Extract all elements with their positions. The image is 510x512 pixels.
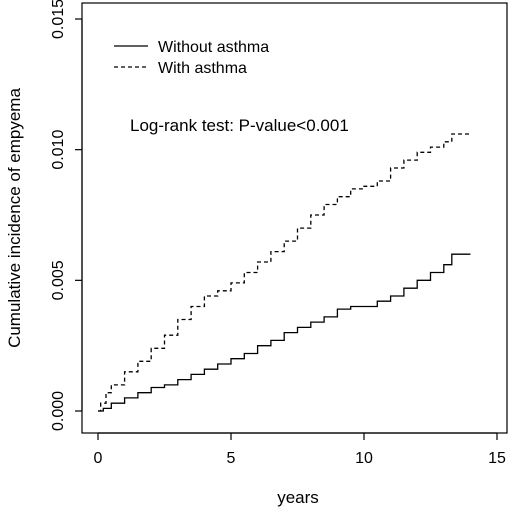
y-tick-label: 0.015 bbox=[50, 0, 67, 39]
x-axis: 0 5 10 15 bbox=[94, 432, 506, 467]
legend-label-without-asthma: Without asthma bbox=[158, 39, 269, 56]
y-tick-label: 0.000 bbox=[50, 391, 67, 431]
y-tick-label: 0.010 bbox=[50, 130, 67, 170]
x-tick-label: 0 bbox=[94, 450, 103, 467]
series-layer bbox=[98, 133, 471, 412]
x-tick-label: 10 bbox=[355, 450, 373, 467]
legend: Without asthma With asthma bbox=[114, 39, 269, 77]
y-axis: 0.000 0.005 0.010 0.015 bbox=[50, 0, 83, 431]
x-tick-label: 5 bbox=[227, 450, 236, 467]
legend-label-with-asthma: With asthma bbox=[158, 60, 247, 77]
x-axis-title: years bbox=[277, 488, 319, 507]
log-rank-annotation: Log-rank test: P-value<0.001 bbox=[130, 116, 349, 135]
series-line-with-asthma bbox=[98, 133, 471, 412]
x-tick-label: 15 bbox=[488, 450, 506, 467]
series-line-without-asthma bbox=[98, 253, 471, 412]
y-tick-label: 0.005 bbox=[50, 260, 67, 300]
y-axis-title: Cumulative incidence of empyema bbox=[5, 88, 24, 348]
